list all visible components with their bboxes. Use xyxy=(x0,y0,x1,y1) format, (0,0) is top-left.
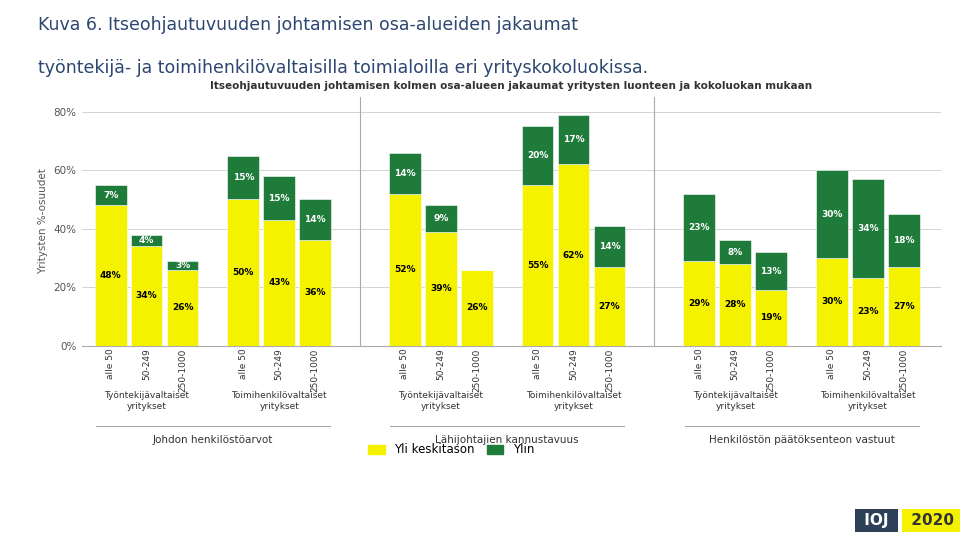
Text: 17%: 17% xyxy=(563,135,585,144)
Bar xyxy=(522,185,554,346)
Text: 30%: 30% xyxy=(821,297,843,306)
Text: 18%: 18% xyxy=(893,236,915,245)
Text: 3%: 3% xyxy=(175,261,190,270)
Bar xyxy=(131,246,162,346)
Text: Henkilöstön päätöksenteon vastuut: Henkilöstön päätöksenteon vastuut xyxy=(708,435,895,445)
Bar xyxy=(425,205,457,232)
Title: Itseohjautuvuuden johtamisen kolmen osa-alueen jakaumat yritysten luonteen ja ko: Itseohjautuvuuden johtamisen kolmen osa-… xyxy=(210,81,812,91)
Text: 28%: 28% xyxy=(725,300,746,309)
Bar xyxy=(852,179,884,279)
Text: Toimihenkilövaltaiset
yritykset: Toimihenkilövaltaiset yritykset xyxy=(526,392,621,411)
Text: 23%: 23% xyxy=(857,307,878,316)
Text: 4%: 4% xyxy=(139,236,155,245)
Bar xyxy=(95,205,127,346)
Text: 9%: 9% xyxy=(433,214,448,223)
Bar xyxy=(131,234,162,246)
Text: 26%: 26% xyxy=(172,303,193,312)
Bar xyxy=(425,232,457,346)
Text: Toimihenkilövaltaiset
yritykset: Toimihenkilövaltaiset yritykset xyxy=(820,392,916,411)
Text: 19%: 19% xyxy=(760,313,782,322)
Text: Toimihenkilövaltaiset
yritykset: Toimihenkilövaltaiset yritykset xyxy=(231,392,327,411)
Text: Lähijohtajien kannustavuus: Lähijohtajien kannustavuus xyxy=(436,435,579,445)
Text: 7%: 7% xyxy=(103,191,118,200)
Text: 36%: 36% xyxy=(304,288,325,298)
Text: 2020: 2020 xyxy=(906,513,959,528)
Bar xyxy=(522,126,554,185)
Bar xyxy=(756,290,787,346)
Bar xyxy=(95,185,127,205)
Bar xyxy=(558,164,589,346)
Text: 15%: 15% xyxy=(232,173,254,182)
Text: 15%: 15% xyxy=(269,193,290,202)
Bar xyxy=(756,252,787,290)
Text: 14%: 14% xyxy=(395,168,416,178)
Bar xyxy=(167,269,199,346)
Text: 30%: 30% xyxy=(821,210,843,219)
Bar xyxy=(593,226,625,267)
Text: 48%: 48% xyxy=(100,271,122,280)
Text: 23%: 23% xyxy=(688,222,710,232)
Bar xyxy=(684,194,715,261)
Bar xyxy=(263,220,295,346)
Text: 27%: 27% xyxy=(599,302,620,310)
Text: 29%: 29% xyxy=(688,299,710,308)
Text: Kuva 6. Itseohjautuvuuden johtamisen osa-alueiden jakaumat: Kuva 6. Itseohjautuvuuden johtamisen osa… xyxy=(38,16,578,34)
Text: 14%: 14% xyxy=(304,215,326,225)
Bar xyxy=(228,156,259,199)
Bar xyxy=(816,258,848,346)
Text: työntekijä- ja toimihenkilövaltaisilla toimialoilla eri yrityskokoluokissa.: työntekijä- ja toimihenkilövaltaisilla t… xyxy=(38,59,649,77)
Bar xyxy=(684,261,715,346)
Bar xyxy=(558,114,589,164)
Text: 39%: 39% xyxy=(430,284,452,293)
Bar xyxy=(719,264,751,346)
Text: 34%: 34% xyxy=(857,224,878,233)
Text: 20%: 20% xyxy=(527,151,548,160)
Bar xyxy=(389,194,420,346)
Bar xyxy=(300,240,331,346)
Bar xyxy=(461,269,492,346)
Y-axis label: Yritysten %-osuudet: Yritysten %-osuudet xyxy=(38,168,48,274)
Text: 8%: 8% xyxy=(728,247,743,256)
Bar xyxy=(300,199,331,240)
Text: IOJ: IOJ xyxy=(859,513,894,528)
Text: 14%: 14% xyxy=(599,242,620,251)
Legend: Yli keskitason, Ylin: Yli keskitason, Ylin xyxy=(364,439,539,461)
Text: Työntekijävaltaiset
yritykset: Työntekijävaltaiset yritykset xyxy=(104,392,189,411)
Bar xyxy=(263,176,295,220)
Text: Johdon henkilöstöarvot: Johdon henkilöstöarvot xyxy=(153,435,273,445)
Text: 52%: 52% xyxy=(395,265,416,274)
Text: 62%: 62% xyxy=(563,251,585,260)
Bar xyxy=(593,267,625,346)
Bar xyxy=(389,153,420,194)
Bar xyxy=(852,279,884,346)
Text: 26%: 26% xyxy=(467,303,488,312)
Bar xyxy=(167,261,199,269)
Bar xyxy=(888,214,920,267)
Text: Työntekijävaltaiset
yritykset: Työntekijävaltaiset yritykset xyxy=(398,392,484,411)
Text: 27%: 27% xyxy=(893,302,915,310)
Text: 43%: 43% xyxy=(269,278,290,287)
Text: 55%: 55% xyxy=(527,261,548,270)
Text: Työntekijävaltaiset
yritykset: Työntekijävaltaiset yritykset xyxy=(693,392,778,411)
Bar xyxy=(816,170,848,258)
Bar xyxy=(719,240,751,264)
Bar xyxy=(888,267,920,346)
Text: 13%: 13% xyxy=(760,267,782,275)
Bar xyxy=(228,199,259,346)
Text: 34%: 34% xyxy=(135,292,157,300)
Text: 50%: 50% xyxy=(232,268,254,277)
